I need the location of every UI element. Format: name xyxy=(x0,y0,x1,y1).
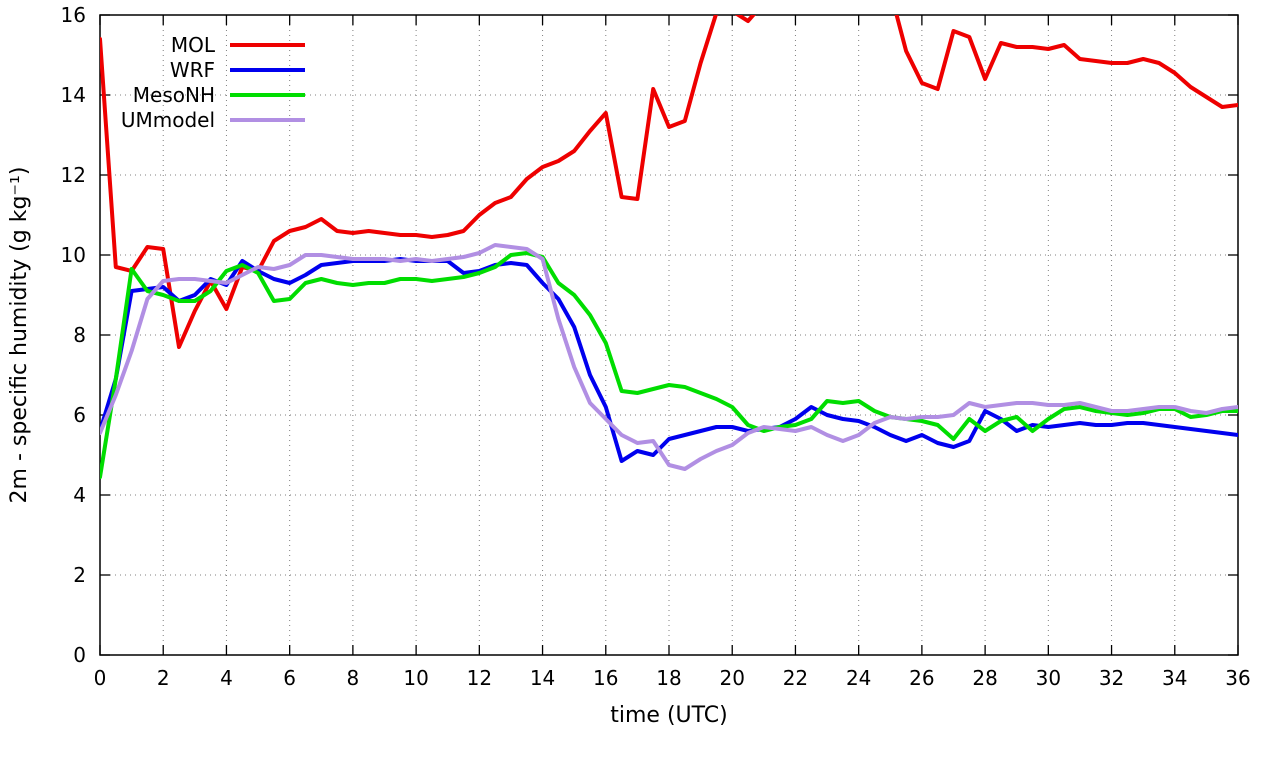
legend-item-ummodel: UMmodel xyxy=(121,108,305,132)
legend-label-mol: MOL xyxy=(171,33,216,57)
series-line-mesonh xyxy=(100,251,1238,479)
legend-item-mesonh: MesoNH xyxy=(133,83,305,107)
y-tick-label: 8 xyxy=(73,323,86,347)
legend-label-ummodel: UMmodel xyxy=(121,108,215,132)
y-tick-label: 4 xyxy=(73,483,86,507)
x-tick-label: 36 xyxy=(1225,666,1250,690)
series-line-wrf xyxy=(100,257,1238,463)
x-tick-label: 0 xyxy=(94,666,107,690)
x-tick-label: 16 xyxy=(593,666,618,690)
y-tick-label: 10 xyxy=(61,243,86,267)
x-tick-label: 8 xyxy=(347,666,360,690)
legend-label-mesonh: MesoNH xyxy=(133,83,215,107)
series-lines xyxy=(100,15,1238,479)
grid xyxy=(99,14,1239,656)
x-tick-label: 22 xyxy=(783,666,808,690)
x-tick-label: 10 xyxy=(403,666,428,690)
x-tick-label: 32 xyxy=(1099,666,1124,690)
y-tick-label: 0 xyxy=(73,643,86,667)
x-tick-label: 4 xyxy=(220,666,233,690)
x-tick-label: 34 xyxy=(1162,666,1187,690)
x-tick-label: 12 xyxy=(467,666,492,690)
legend-label-wrf: WRF xyxy=(170,58,215,82)
series-line-mol xyxy=(100,15,1238,349)
x-tick-label: 30 xyxy=(1036,666,1061,690)
y-axis-label: 2m - specific humidity (g kg⁻¹) xyxy=(7,167,32,504)
legend-item-wrf: WRF xyxy=(170,58,305,82)
x-tick-label: 26 xyxy=(909,666,934,690)
x-tick-label: 20 xyxy=(719,666,744,690)
x-tick-label: 28 xyxy=(972,666,997,690)
y-tick-label: 2 xyxy=(73,563,86,587)
legend: MOL WRF MesoNH UMmodel xyxy=(121,33,305,132)
legend-item-mol: MOL xyxy=(171,33,305,57)
x-tick-label: 18 xyxy=(656,666,681,690)
tick-labels: 0 2 4 6 8 10 12 14 16 18 20 22 24 26 28 30 32 34 360246810… xyxy=(61,3,1251,690)
x-tick-label: 24 xyxy=(846,666,871,690)
y-tick-label: 6 xyxy=(73,403,86,427)
x-tick-label: 14 xyxy=(530,666,555,690)
y-tick-label: 16 xyxy=(61,3,86,27)
x-tick-label: 2 xyxy=(157,666,170,690)
x-tick-label: 6 xyxy=(283,666,296,690)
series-line-ummodel xyxy=(100,243,1238,471)
y-tick-label: 14 xyxy=(61,83,86,107)
y-tick-label: 12 xyxy=(61,163,86,187)
x-axis-label: time (UTC) xyxy=(610,703,727,728)
